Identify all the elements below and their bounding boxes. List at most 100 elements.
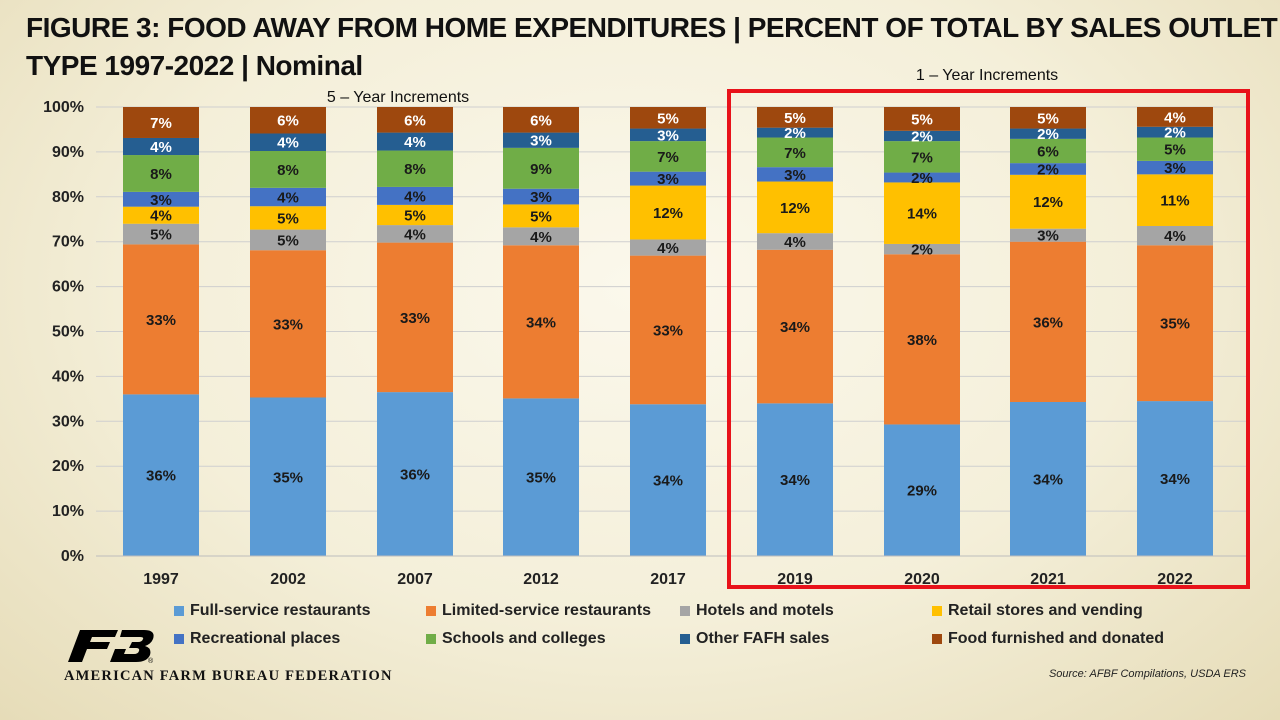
y-tick-label: 50% bbox=[52, 324, 84, 341]
x-axis: 1997 2002 2007 2012 2017 2019 2020 2021 2022 bbox=[96, 555, 1250, 588]
bar-segment bbox=[503, 398, 579, 556]
five-year-annotation: 5 – Year Increments bbox=[327, 89, 469, 106]
x-tick-label: 2019 bbox=[777, 571, 813, 588]
bar-segment bbox=[757, 137, 833, 168]
legend-label: Hotels and motels bbox=[696, 602, 834, 619]
data-label: 3% bbox=[150, 192, 172, 209]
legend-swatch bbox=[932, 606, 942, 616]
legend-label: Other FAFH sales bbox=[696, 630, 830, 647]
bar-segment bbox=[630, 239, 706, 256]
data-label: 2% bbox=[1164, 125, 1186, 142]
y-tick-label: 0% bbox=[61, 548, 84, 565]
bar-stack-2002: 35% 33% 5% 5% 4% 8% 4% 6% bbox=[250, 107, 326, 556]
data-label: 2% bbox=[911, 170, 933, 187]
x-tick-label: 2017 bbox=[650, 571, 686, 588]
bar-segment bbox=[1010, 138, 1086, 164]
bar-segment bbox=[884, 130, 960, 142]
data-label: 4% bbox=[1164, 228, 1186, 245]
bar-segment bbox=[377, 242, 453, 393]
y-tick-label: 30% bbox=[52, 413, 84, 430]
bar-segment bbox=[503, 245, 579, 399]
bar-segment bbox=[757, 167, 833, 182]
data-label: 33% bbox=[400, 310, 430, 327]
bar-segment bbox=[377, 107, 453, 133]
data-label: 5% bbox=[1037, 110, 1059, 127]
bar-segment bbox=[884, 172, 960, 183]
bar-segment bbox=[1010, 107, 1086, 129]
bar-segment bbox=[1137, 126, 1213, 138]
data-label: 4% bbox=[784, 234, 806, 251]
legend-swatch bbox=[174, 634, 184, 644]
bar-segment bbox=[123, 107, 199, 138]
bar-segment bbox=[1010, 241, 1086, 402]
bar-segment bbox=[250, 107, 326, 134]
data-label: 34% bbox=[526, 314, 556, 331]
data-label: 3% bbox=[657, 171, 679, 188]
bar-segment bbox=[377, 225, 453, 243]
data-label: 4% bbox=[150, 208, 172, 225]
bar-stack-2017: 34%33%4%12%3%7%3%5% bbox=[630, 107, 706, 556]
data-label: 4% bbox=[530, 229, 552, 246]
bar-segment bbox=[123, 206, 199, 224]
data-label: 14% bbox=[907, 206, 937, 223]
data-label: 8% bbox=[277, 162, 299, 179]
data-label: 3% bbox=[530, 189, 552, 206]
data-label: 5% bbox=[277, 232, 299, 249]
bar-segment bbox=[503, 107, 579, 133]
data-label: 2% bbox=[1037, 161, 1059, 178]
bar-segment bbox=[630, 128, 706, 142]
x-tick-label: 2002 bbox=[270, 571, 306, 588]
bar-segment bbox=[123, 191, 199, 207]
data-label: 29% bbox=[907, 483, 937, 500]
data-label: 34% bbox=[1033, 471, 1063, 488]
data-label: 3% bbox=[530, 133, 552, 150]
legend-item: Retail stores and vending bbox=[932, 602, 1143, 620]
legend-label: Recreational places bbox=[190, 630, 341, 647]
bar-stack-2020: 29%38%2%14%2%7%2%5% bbox=[884, 107, 960, 556]
bar-segment bbox=[123, 155, 199, 192]
data-label: 5% bbox=[657, 110, 679, 127]
x-tick-label: 1997 bbox=[143, 571, 179, 588]
y-tick-label: 80% bbox=[52, 189, 84, 206]
bar-segment bbox=[377, 132, 453, 151]
legend-label: Food furnished and donated bbox=[948, 630, 1164, 647]
data-label: 4% bbox=[404, 226, 426, 243]
bar-segment bbox=[503, 204, 579, 228]
bar-segment bbox=[503, 147, 579, 189]
bar-segment bbox=[1137, 174, 1213, 226]
bar-segment bbox=[250, 397, 326, 556]
bar-segment bbox=[630, 141, 706, 172]
legend-item: Full-service restaurants bbox=[174, 602, 371, 620]
data-label: 7% bbox=[784, 145, 806, 162]
y-tick-label: 10% bbox=[52, 503, 84, 520]
bar-segment bbox=[377, 392, 453, 556]
data-label: 36% bbox=[400, 467, 430, 484]
bar-segment bbox=[630, 404, 706, 556]
data-label: 2% bbox=[784, 125, 806, 142]
bar-stack-2022: 34%35%4%11%3%5%2%4% bbox=[1137, 107, 1213, 556]
bar-segment bbox=[884, 182, 960, 244]
bar-segment bbox=[1010, 163, 1086, 175]
data-label: 5% bbox=[404, 207, 426, 224]
legend-label: Schools and colleges bbox=[442, 630, 606, 647]
bar-stack-2012: 35% 34% 4% 5% 3% 9% 3% 6% bbox=[503, 107, 579, 556]
data-label: 8% bbox=[150, 166, 172, 183]
data-label: 3% bbox=[657, 127, 679, 144]
y-tick-label: 100% bbox=[43, 99, 84, 116]
bar-segment bbox=[250, 133, 326, 152]
data-label: 2% bbox=[911, 128, 933, 145]
x-tick-label: 2012 bbox=[523, 571, 559, 588]
bar-segment bbox=[630, 185, 706, 240]
bar-segment bbox=[503, 188, 579, 205]
data-label: 4% bbox=[150, 139, 172, 156]
legend-swatch bbox=[680, 634, 690, 644]
data-label: 11% bbox=[1160, 193, 1189, 210]
data-label: 3% bbox=[784, 167, 806, 184]
data-label: 4% bbox=[404, 188, 426, 205]
data-label: 7% bbox=[911, 149, 933, 166]
legend-swatch bbox=[426, 634, 436, 644]
x-tick-label: 2022 bbox=[1157, 571, 1193, 588]
legend-swatch bbox=[426, 606, 436, 616]
legend-label: Limited-service restaurants bbox=[442, 602, 651, 619]
